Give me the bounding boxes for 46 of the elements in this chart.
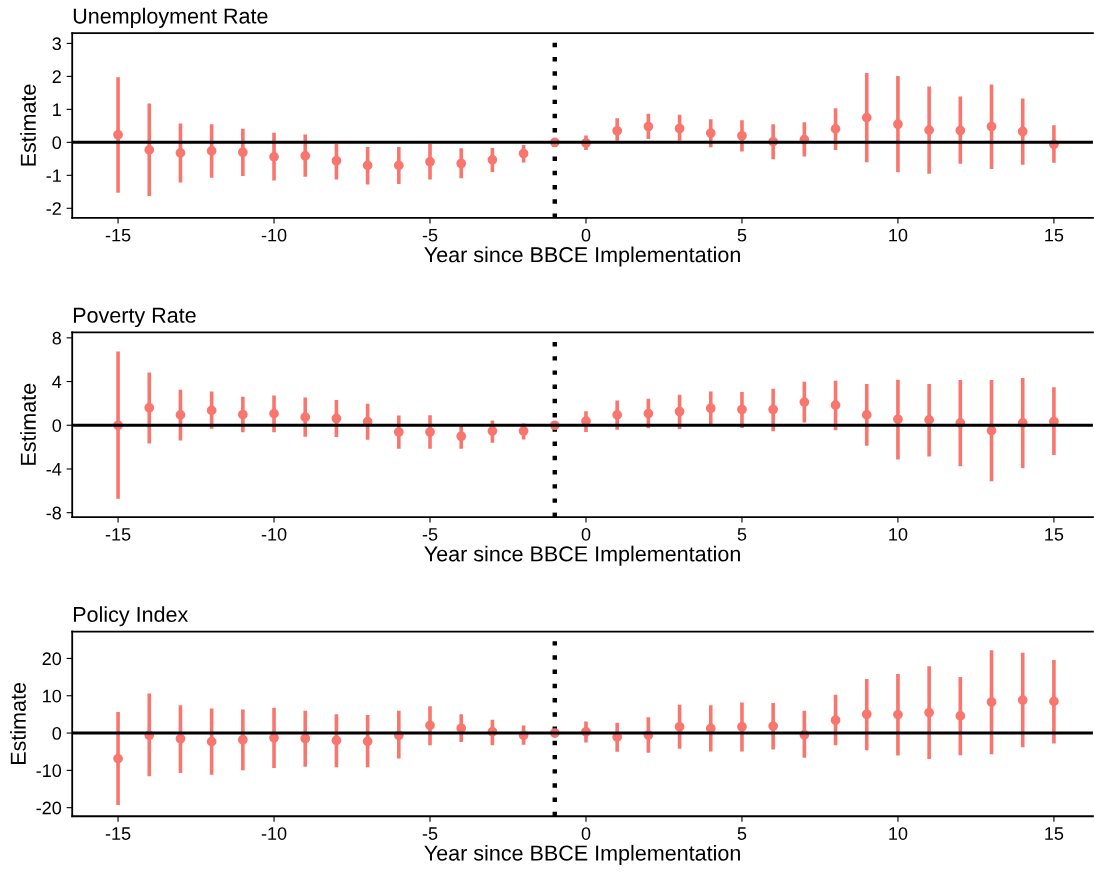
y-tick-label: 1 xyxy=(53,103,61,116)
x-tick-label: 15 xyxy=(1045,528,1064,541)
y-tick-label: 0 xyxy=(52,419,62,432)
y-tick-label: 8 xyxy=(52,331,61,345)
y-tick-label: -4 xyxy=(46,463,62,476)
x-tick-label: -10 xyxy=(261,827,287,840)
y-tick-label: 3 xyxy=(52,37,61,51)
x-tick-label: -5 xyxy=(422,528,438,541)
x-tick-label: 15 xyxy=(1045,228,1064,242)
y-tick-label: -8 xyxy=(46,506,61,520)
x-tick-label: -15 xyxy=(105,228,131,242)
y-axis-title: Estimate xyxy=(20,383,36,465)
x-tick-label: -15 xyxy=(105,528,131,541)
y-tick-label: -20 xyxy=(36,801,62,815)
y-tick-label: 10 xyxy=(43,689,62,703)
y-axis-title: Estimate xyxy=(10,682,26,765)
x-tick-label: 10 xyxy=(889,527,908,541)
x-tick-label: -5 xyxy=(422,827,438,840)
y-tick-label: 4 xyxy=(52,375,62,389)
x-tick-label: 0 xyxy=(581,228,591,242)
y-tick-label: 2 xyxy=(52,70,61,83)
y-tick-label: -2 xyxy=(46,202,61,215)
chart-title: Policy Index xyxy=(73,606,189,627)
x-tick-label: 5 xyxy=(737,228,747,242)
y-axis-title: Estimate xyxy=(20,84,36,166)
chart-title: Unemployment Rate xyxy=(73,7,268,28)
x-tick-label: 0 xyxy=(581,527,591,541)
y-tick-label: 20 xyxy=(42,652,62,666)
y-tick-label: -1 xyxy=(46,169,61,182)
x-axis-title: Year since BBCE Implementation xyxy=(424,844,740,865)
x-tick-label: 5 xyxy=(737,827,747,840)
x-tick-label: 15 xyxy=(1045,827,1064,840)
y-tick-label: -10 xyxy=(36,764,62,778)
x-tick-label: 10 xyxy=(889,228,908,242)
x-tick-label: 5 xyxy=(737,528,747,541)
x-axis-title: Year since BBCE Implementation xyxy=(424,246,740,267)
x-axis-title: Year since BBCE Implementation xyxy=(424,545,740,566)
y-tick-label: 0 xyxy=(52,726,62,740)
x-tick-label: 0 xyxy=(581,827,591,840)
x-tick-label: -15 xyxy=(105,827,131,840)
x-tick-label: -5 xyxy=(422,228,438,242)
y-tick-label: 0 xyxy=(52,136,62,150)
x-tick-label: 10 xyxy=(889,827,908,840)
x-tick-label: -10 xyxy=(261,228,287,242)
x-tick-label: -10 xyxy=(261,527,287,541)
chart-title: Poverty Rate xyxy=(73,307,196,328)
